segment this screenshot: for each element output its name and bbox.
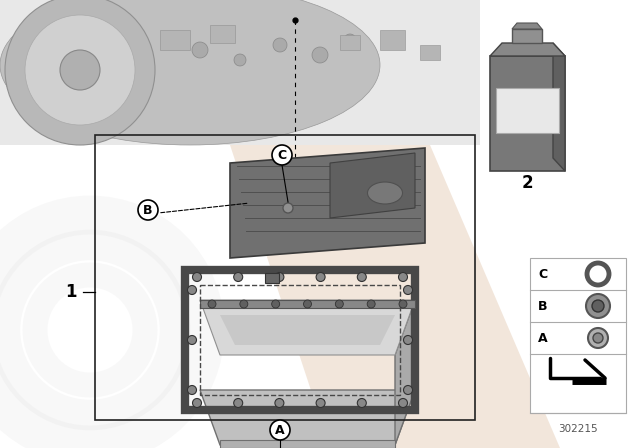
Circle shape xyxy=(588,328,608,348)
Circle shape xyxy=(272,145,292,165)
Circle shape xyxy=(240,300,248,308)
Circle shape xyxy=(399,399,408,408)
Circle shape xyxy=(60,50,100,90)
Circle shape xyxy=(234,399,243,408)
Circle shape xyxy=(273,38,287,52)
Circle shape xyxy=(593,333,603,343)
Circle shape xyxy=(357,272,366,281)
Polygon shape xyxy=(230,148,425,258)
Circle shape xyxy=(335,300,343,308)
Circle shape xyxy=(275,399,284,408)
Bar xyxy=(185,270,415,410)
Ellipse shape xyxy=(367,182,403,204)
Text: B: B xyxy=(538,300,547,313)
Bar xyxy=(380,30,405,50)
Circle shape xyxy=(234,272,243,281)
Polygon shape xyxy=(220,315,395,345)
Polygon shape xyxy=(512,23,542,29)
Circle shape xyxy=(403,385,413,395)
Text: A: A xyxy=(538,332,548,345)
Circle shape xyxy=(188,285,196,294)
Circle shape xyxy=(25,15,135,125)
Polygon shape xyxy=(395,300,415,445)
Bar xyxy=(265,273,279,283)
Polygon shape xyxy=(230,145,560,448)
Circle shape xyxy=(316,399,325,408)
Bar xyxy=(512,29,542,43)
Circle shape xyxy=(208,300,216,308)
Text: B: B xyxy=(143,203,153,216)
Bar xyxy=(210,25,235,43)
Circle shape xyxy=(193,272,202,281)
Circle shape xyxy=(283,203,293,213)
Circle shape xyxy=(357,399,366,408)
Circle shape xyxy=(275,272,284,281)
Circle shape xyxy=(403,285,413,294)
Bar xyxy=(496,88,559,133)
Circle shape xyxy=(188,385,196,395)
Circle shape xyxy=(586,294,610,318)
Text: A: A xyxy=(275,423,285,436)
Bar xyxy=(220,440,395,448)
Circle shape xyxy=(138,200,158,220)
Circle shape xyxy=(193,399,202,408)
Text: 1: 1 xyxy=(65,283,77,301)
Circle shape xyxy=(5,0,155,145)
Circle shape xyxy=(592,300,604,312)
Text: 302215: 302215 xyxy=(558,424,598,434)
Circle shape xyxy=(270,420,290,440)
Polygon shape xyxy=(200,390,415,445)
Polygon shape xyxy=(553,43,565,171)
Circle shape xyxy=(234,54,246,66)
Circle shape xyxy=(399,300,407,308)
Circle shape xyxy=(316,272,325,281)
Polygon shape xyxy=(330,153,415,218)
Circle shape xyxy=(367,300,375,308)
Circle shape xyxy=(403,336,413,345)
Bar xyxy=(340,35,360,50)
Text: 2: 2 xyxy=(522,174,533,192)
Bar xyxy=(95,135,475,420)
Ellipse shape xyxy=(0,0,380,145)
Circle shape xyxy=(399,272,408,281)
Circle shape xyxy=(271,300,280,308)
Bar xyxy=(0,0,480,145)
Polygon shape xyxy=(490,43,565,56)
Bar xyxy=(160,30,190,50)
Bar xyxy=(200,300,415,308)
Polygon shape xyxy=(200,300,415,355)
Circle shape xyxy=(312,47,328,63)
Circle shape xyxy=(188,336,196,345)
Text: C: C xyxy=(277,148,287,161)
Text: C: C xyxy=(538,267,547,280)
Bar xyxy=(200,285,400,395)
Circle shape xyxy=(344,34,356,46)
Bar xyxy=(530,258,626,413)
Circle shape xyxy=(303,300,312,308)
Bar xyxy=(490,56,565,171)
Circle shape xyxy=(587,263,609,285)
Circle shape xyxy=(192,42,208,58)
Bar xyxy=(420,45,440,60)
